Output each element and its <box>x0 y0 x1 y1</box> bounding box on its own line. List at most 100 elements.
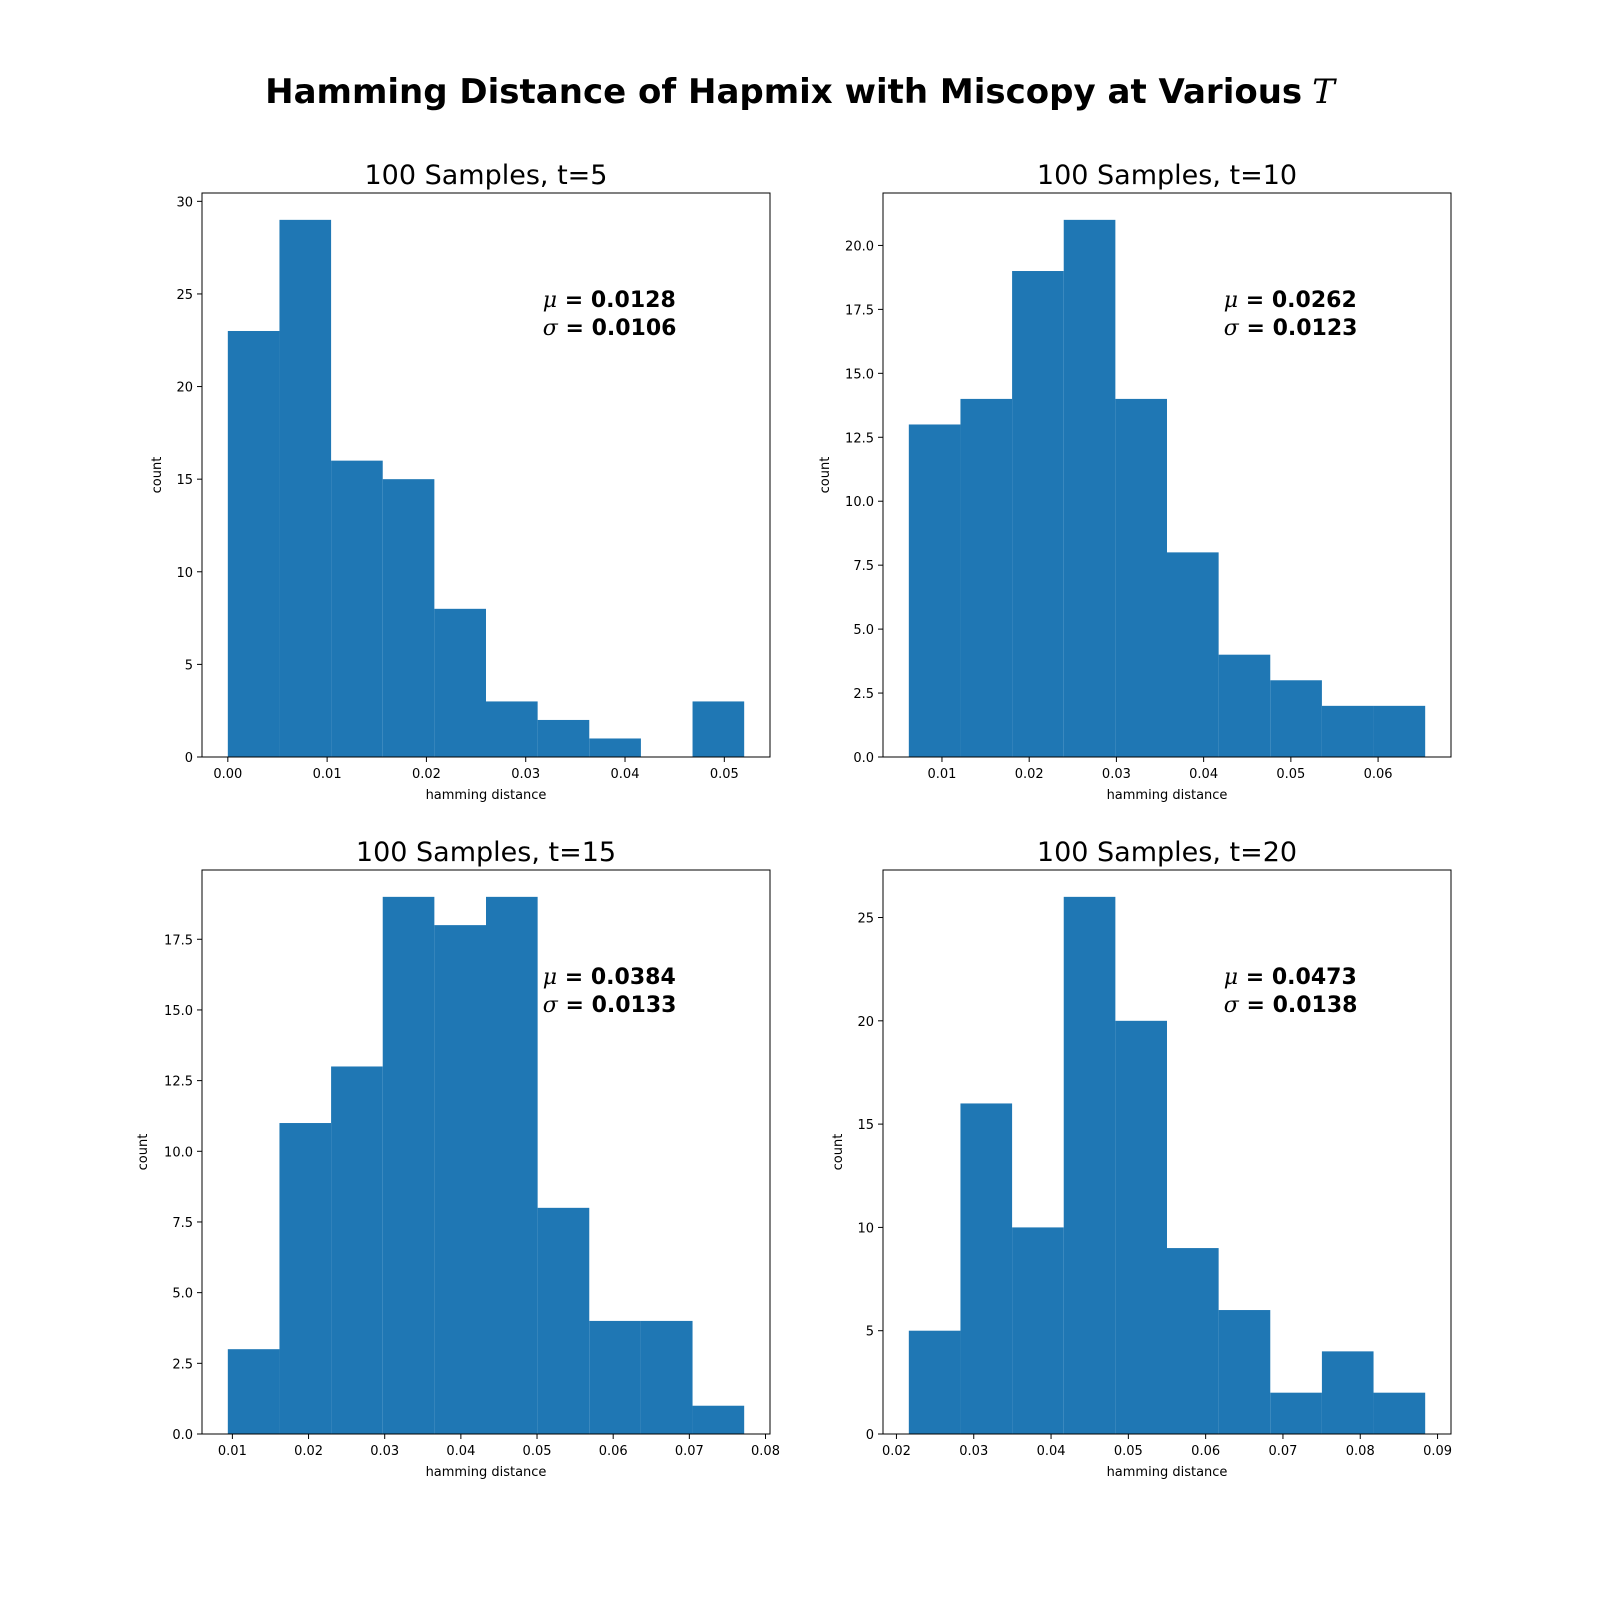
histogram-panel-2: 0.01 0.02 0.03 0.04 0.05 0.06 0.0 2.5 5.0 7.5 10.0… <box>818 160 1452 803</box>
y-tick-label: 2.5 <box>172 1357 193 1372</box>
y-tick-label: 12.5 <box>845 431 874 446</box>
plot-frame <box>882 869 1452 1435</box>
stddev-value: = 0.0106 <box>558 316 677 341</box>
y-tick-label: 0.0 <box>172 1428 193 1443</box>
y-tick-label: 10.0 <box>164 1145 193 1160</box>
x-tick-label: 0.03 <box>370 1444 399 1459</box>
histogram-bar <box>908 1330 961 1434</box>
y-tick-label: 15 <box>857 1118 874 1133</box>
y-tick-label: 30 <box>176 195 193 210</box>
y-tick-label: 20 <box>176 381 193 396</box>
mean-value: = 0.0384 <box>557 965 676 990</box>
x-tick-label: 0.04 <box>1189 767 1218 782</box>
histogram-bar <box>331 1066 383 1434</box>
y-tick-label: 0 <box>185 751 193 766</box>
y-tick-label: 10 <box>176 566 193 581</box>
x-tick-label: 0.04 <box>611 767 640 782</box>
y-axis-label: count <box>818 457 833 494</box>
histogram-bar <box>227 330 280 757</box>
panel-title: 100 Samples, t=10 <box>1037 160 1297 191</box>
histogram-panel-4: 0.02 0.03 0.04 0.05 0.06 0.07 0.08 0.09 0 5 10 15 20… <box>831 837 1452 1480</box>
stddev-value: = 0.0138 <box>1239 993 1358 1018</box>
y-axis-label: count <box>831 1134 846 1171</box>
y-tick-label: 10.0 <box>845 495 874 510</box>
plot-frame <box>201 192 771 758</box>
y-tick-label: 12.5 <box>164 1075 193 1090</box>
histogram-bar <box>1270 680 1322 757</box>
y-tick-label: 7.5 <box>172 1216 193 1231</box>
histogram-bar <box>1373 1392 1426 1434</box>
sigma-symbol: σ <box>1224 993 1240 1018</box>
x-tick-label: 0.02 <box>1015 767 1044 782</box>
histogram-bar <box>434 925 486 1434</box>
y-tick-label: 5 <box>185 658 193 673</box>
x-tick-label: 0.05 <box>1114 1444 1143 1459</box>
mu-symbol: μ <box>1224 965 1238 990</box>
histogram-bar <box>1373 705 1426 757</box>
x-tick-label: 0.06 <box>599 1444 628 1459</box>
stddev-annotation: σ = 0.0138 <box>1224 993 1358 1018</box>
x-tick-label: 0.03 <box>1102 767 1131 782</box>
y-tick-label: 7.5 <box>853 559 874 574</box>
x-tick-label: 0.05 <box>1276 767 1305 782</box>
x-tick-label: 0.02 <box>294 1444 323 1459</box>
y-tick-label: 25 <box>176 288 193 303</box>
histogram-bar <box>589 738 641 757</box>
y-axis-label: count <box>150 457 165 494</box>
histogram-bar <box>279 219 332 757</box>
histogram-bar <box>537 719 590 757</box>
x-tick-label: 0.02 <box>882 1444 911 1459</box>
histogram-bar <box>1012 1227 1064 1434</box>
histogram-bar <box>1063 896 1116 1434</box>
x-axis-label: hamming distance <box>426 1465 547 1480</box>
histogram-panel-3: 0.01 0.02 0.03 0.04 0.05 0.06 0.07 0.08 0.0 2.5 5.… <box>136 837 780 1480</box>
histogram-bar <box>1063 219 1116 757</box>
y-tick-label: 25 <box>857 912 874 927</box>
y-tick-label: 10 <box>857 1221 874 1236</box>
x-tick-label: 0.00 <box>213 767 242 782</box>
histogram-bar <box>537 1207 590 1434</box>
histogram-bar <box>589 1320 641 1434</box>
mean-value: = 0.0473 <box>1238 965 1357 990</box>
x-tick-label: 0.01 <box>927 767 956 782</box>
stddev-value: = 0.0123 <box>1239 316 1358 341</box>
histogram-bar <box>960 398 1013 757</box>
y-tick-label: 17.5 <box>164 933 193 948</box>
histogram-panel-1: 0.00 0.01 0.02 0.03 0.04 0.05 0 5 10 15 20 25 30 hamm… <box>150 160 771 803</box>
histogram-bar <box>486 701 538 757</box>
histogram-bar <box>1218 1310 1271 1434</box>
histogram-bar <box>960 1103 1013 1434</box>
stddev-annotation: σ = 0.0133 <box>543 993 677 1018</box>
histogram-bar <box>331 460 383 757</box>
figure-title-symbol: T <box>1312 72 1335 112</box>
y-tick-label: 17.5 <box>845 303 874 318</box>
panel-title: 100 Samples, t=15 <box>356 837 616 868</box>
x-tick-label: 0.08 <box>1346 1444 1375 1459</box>
x-tick-label: 0.09 <box>1423 1444 1452 1459</box>
x-tick-label: 0.04 <box>1037 1444 1066 1459</box>
mean-annotation: μ = 0.0262 <box>1224 288 1357 313</box>
histogram-bar <box>486 896 538 1434</box>
mean-value: = 0.0262 <box>1238 288 1357 313</box>
sigma-symbol: σ <box>1224 316 1240 341</box>
panel-title: 100 Samples, t=5 <box>365 160 608 191</box>
y-tick-label: 20.0 <box>845 239 874 254</box>
x-tick-label: 0.05 <box>523 1444 552 1459</box>
mu-symbol: μ <box>543 288 557 313</box>
histogram-bar <box>279 1123 332 1434</box>
sigma-symbol: σ <box>543 316 559 341</box>
y-tick-label: 5.0 <box>853 623 874 638</box>
x-tick-label: 0.01 <box>218 1444 247 1459</box>
stddev-annotation: σ = 0.0123 <box>1224 316 1358 341</box>
mu-symbol: μ <box>543 965 557 990</box>
x-axis-label: hamming distance <box>1107 788 1228 803</box>
panel-title: 100 Samples, t=20 <box>1037 837 1297 868</box>
mean-annotation: μ = 0.0128 <box>543 288 676 313</box>
mean-annotation: μ = 0.0384 <box>543 965 676 990</box>
y-tick-label: 15.0 <box>845 367 874 382</box>
plot-frame <box>201 869 771 1435</box>
histogram-bar <box>692 1405 745 1434</box>
histogram-bar <box>908 424 961 757</box>
